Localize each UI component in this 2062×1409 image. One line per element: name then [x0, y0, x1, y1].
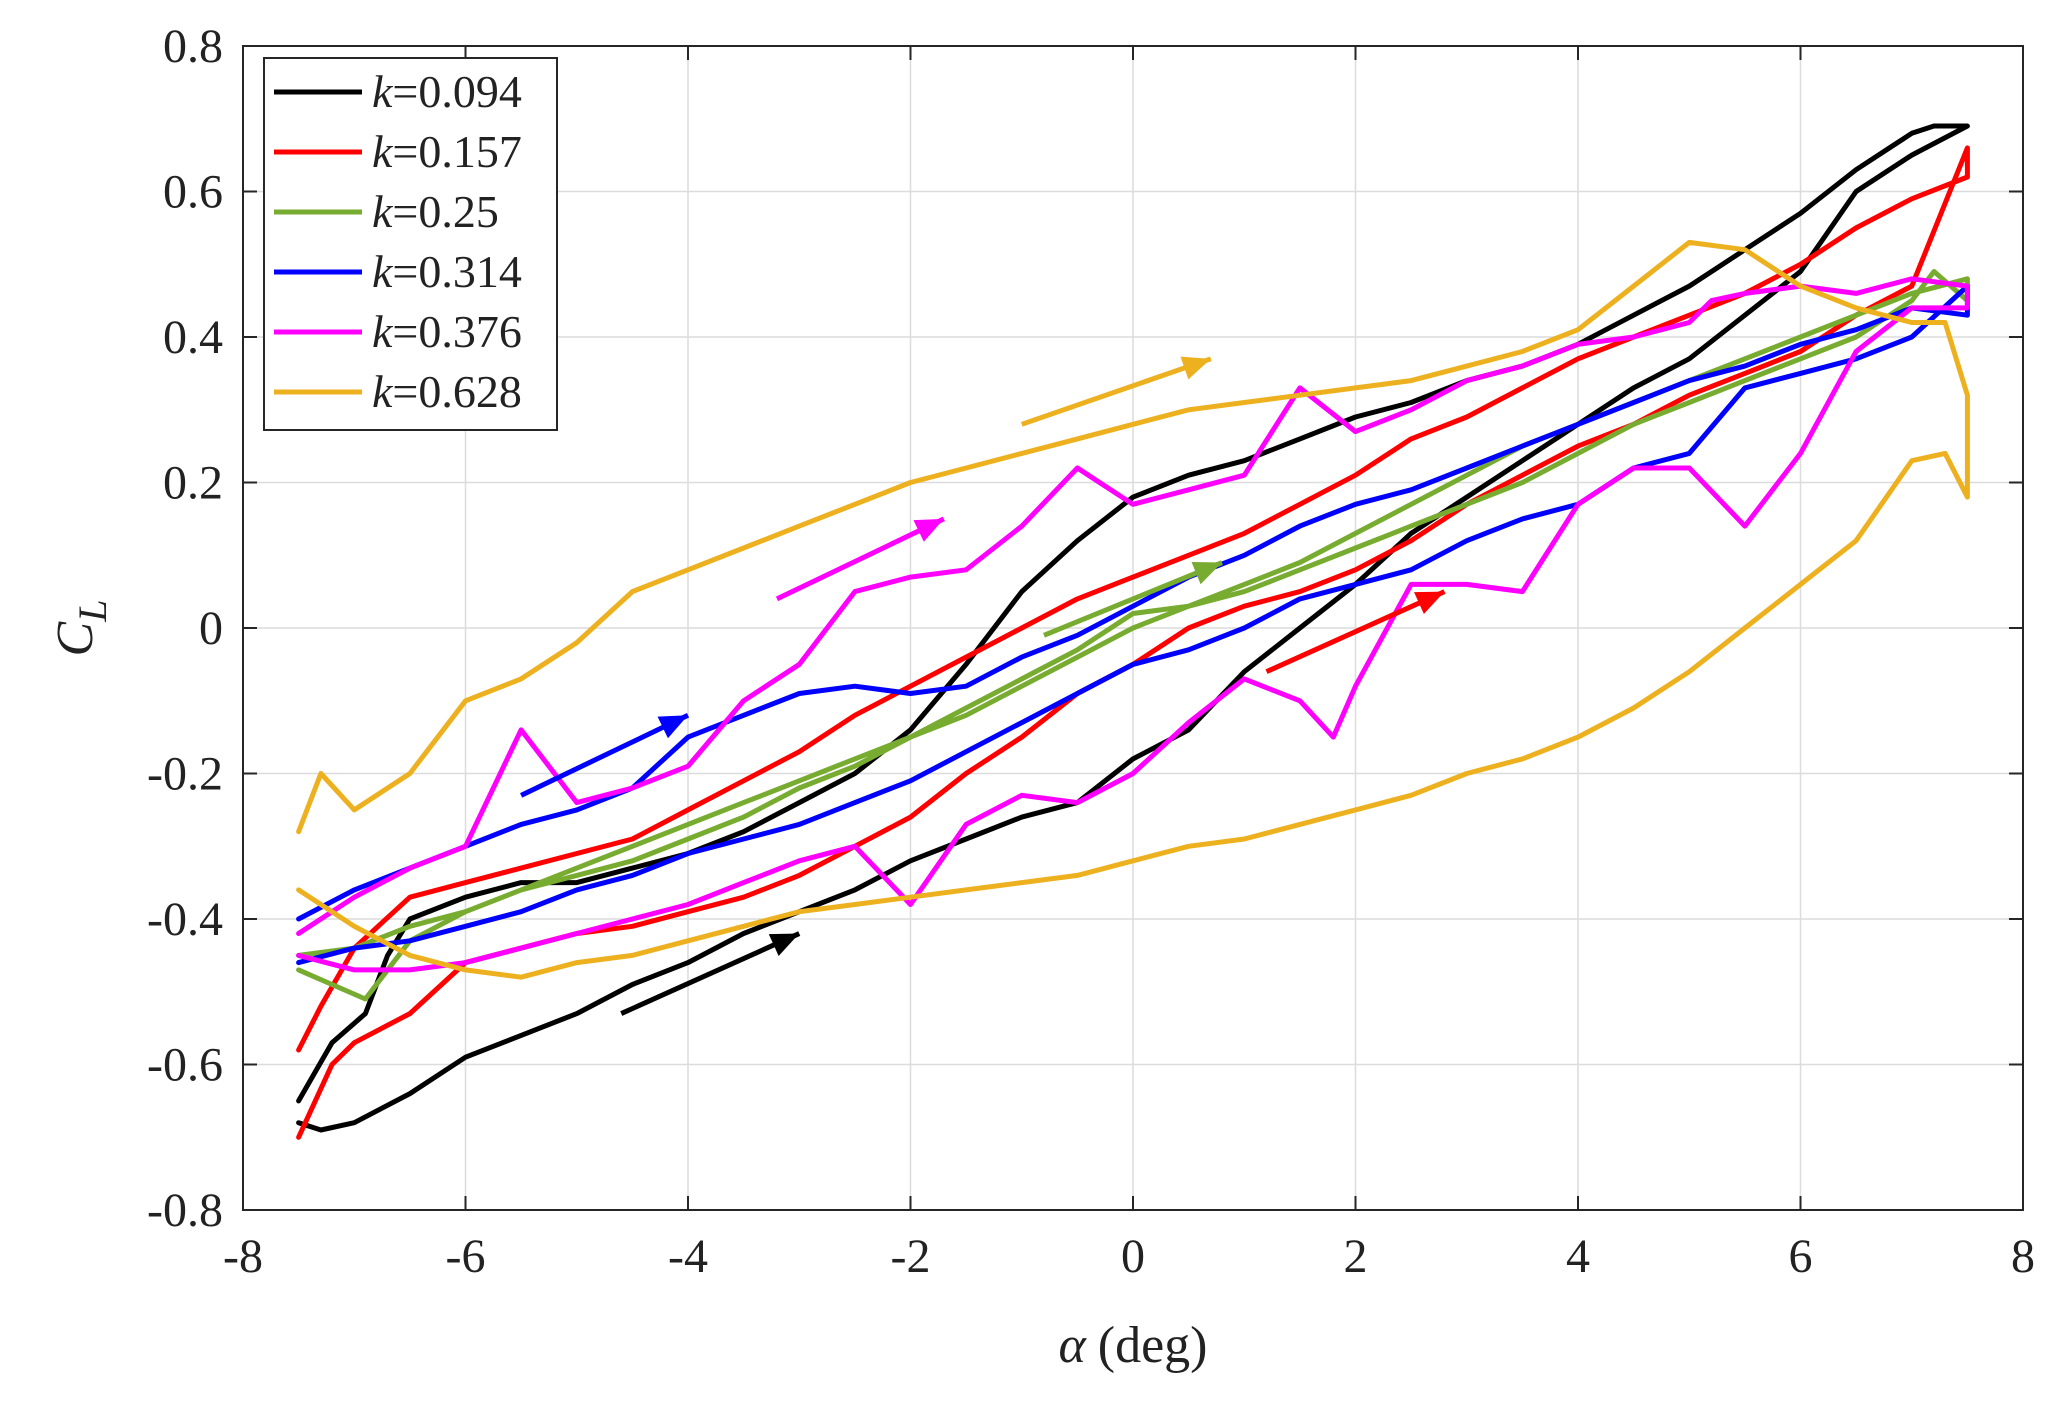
- direction-arrow-shaft: [775, 516, 945, 602]
- legend-label: k=0.094: [372, 66, 522, 117]
- legend-label-value: =0.376: [392, 306, 521, 357]
- legend-box: [263, 57, 558, 431]
- direction-arrow: [1265, 589, 1446, 674]
- legend: k=0.094k=0.157k=0.25k=0.314k=0.376k=0.62…: [263, 57, 558, 431]
- legend-label: k=0.314: [372, 246, 522, 297]
- legend-label: k=0.376: [372, 306, 522, 357]
- svg-text:CL: CL: [47, 600, 115, 657]
- legend-entry: k=0.157: [274, 126, 522, 177]
- legend-label-variable: k: [372, 306, 394, 357]
- x-tick-label: -4: [668, 1230, 708, 1283]
- direction-arrow-head: [657, 715, 688, 739]
- direction-arrow: [775, 516, 945, 602]
- direction-arrow-shaft: [620, 931, 801, 1016]
- legend-label-value: =0.094: [392, 66, 521, 117]
- direction-arrow: [520, 713, 690, 798]
- x-axis-label: α (deg): [1058, 1317, 1207, 1374]
- legend-entry: k=0.094: [274, 66, 522, 117]
- y-axis-label-symbol: C: [47, 620, 104, 656]
- y-tick-label: 0.6: [163, 166, 223, 219]
- direction-arrow-head: [768, 933, 800, 956]
- y-tick-label: 0: [199, 602, 223, 655]
- legend-label-value: =0.157: [392, 126, 521, 177]
- direction-arrow-head: [1191, 562, 1222, 585]
- arrow-layer: [520, 356, 1446, 1016]
- direction-arrow-shaft: [1265, 589, 1446, 674]
- x-tick-label: 4: [1566, 1230, 1590, 1283]
- x-tick-label: 8: [2011, 1230, 2035, 1283]
- legend-label-value: =0.314: [392, 246, 521, 297]
- series-line-k-0-628: [296, 239, 1970, 980]
- legend-label-variable: k: [372, 126, 394, 177]
- x-tick-label: 6: [1789, 1230, 1813, 1283]
- y-tick-label: 0.8: [163, 20, 223, 73]
- legend-label: k=0.25: [372, 186, 499, 237]
- direction-arrow-head: [913, 518, 944, 542]
- legend-label-variable: k: [372, 246, 394, 297]
- x-tick-label: 2: [1344, 1230, 1368, 1283]
- series-layer: [296, 123, 1970, 1140]
- legend-entry: k=0.314: [274, 246, 522, 297]
- y-tick-label: 0.4: [163, 311, 223, 364]
- legend-label: k=0.157: [372, 126, 522, 177]
- series-line-k-0-376: [296, 276, 1970, 973]
- y-tick-label: -0.6: [147, 1039, 223, 1092]
- legend-entry: k=0.376: [274, 306, 522, 357]
- direction-arrow-head: [1414, 591, 1445, 615]
- x-tick-label: -2: [891, 1230, 931, 1283]
- x-axis-label-unit: (deg): [1098, 1317, 1208, 1374]
- x-tick-label: -6: [446, 1230, 486, 1283]
- direction-arrow-shaft: [520, 713, 690, 798]
- legend-label: k=0.628: [372, 366, 522, 417]
- direction-arrow: [1043, 560, 1223, 638]
- direction-arrow-shaft: [1043, 560, 1223, 638]
- legend-entry: k=0.25: [274, 186, 499, 237]
- tick-layer: -8 -6 -4 -2 0 2 4 6 8 -0.8 -0.6 -0.4 -0.2 0 0.2 0.4 0.6 0…: [147, 20, 2035, 1283]
- direction-arrow-head: [1180, 356, 1211, 380]
- legend-label-value: =0.25: [392, 186, 498, 237]
- plot-frame: [242, 45, 2024, 1211]
- legend-entries: k=0.094k=0.157k=0.25k=0.314k=0.376k=0.62…: [274, 66, 522, 417]
- legend-label-variable: k: [372, 66, 394, 117]
- x-axis-label-symbol: α: [1058, 1317, 1087, 1374]
- y-axis-label-subscript: L: [70, 600, 115, 623]
- direction-arrow-shaft: [1020, 356, 1212, 427]
- x-tick-label: 0: [1121, 1230, 1145, 1283]
- y-tick-label: -0.4: [147, 893, 223, 946]
- direction-arrow: [1020, 356, 1212, 427]
- x-tick-label: -8: [223, 1230, 263, 1283]
- direction-arrow: [620, 931, 801, 1016]
- legend-label-value: =0.628: [392, 366, 521, 417]
- legend-label-variable: k: [372, 186, 394, 237]
- series-line-k-0-094: [296, 123, 1970, 1133]
- series-line-k-0-157: [296, 145, 1970, 1140]
- legend-label-variable: k: [372, 366, 394, 417]
- y-axis-label: CL: [47, 600, 115, 657]
- legend-entry: k=0.628: [274, 366, 522, 417]
- y-tick-label: -0.2: [147, 748, 223, 801]
- y-tick-label: -0.8: [147, 1184, 223, 1237]
- y-tick-label: 0.2: [163, 457, 223, 510]
